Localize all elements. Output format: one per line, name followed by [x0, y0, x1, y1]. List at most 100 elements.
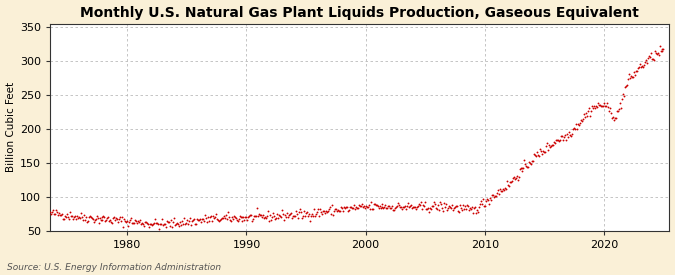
Point	[153, 222, 163, 227]
Point	[458, 207, 469, 211]
Point	[570, 122, 581, 127]
Point	[249, 214, 260, 218]
Point	[494, 187, 505, 192]
Point	[95, 217, 106, 222]
Point	[639, 59, 650, 64]
Point	[424, 210, 435, 214]
Point	[437, 208, 448, 213]
Point	[350, 204, 361, 209]
Point	[229, 214, 240, 219]
Point	[141, 220, 152, 224]
Point	[527, 159, 538, 163]
Point	[199, 213, 210, 217]
Point	[255, 212, 266, 217]
Point	[109, 214, 120, 219]
Point	[239, 218, 250, 222]
Point	[53, 213, 63, 217]
Point	[606, 116, 617, 120]
Point	[83, 215, 94, 219]
Point	[313, 207, 323, 211]
Point	[269, 214, 279, 218]
Point	[380, 203, 391, 207]
Point	[270, 216, 281, 221]
Point	[312, 210, 323, 214]
Point	[630, 69, 641, 73]
Point	[622, 82, 632, 87]
Point	[352, 206, 363, 210]
Point	[389, 208, 400, 212]
Point	[281, 215, 292, 219]
Point	[616, 105, 626, 110]
Point	[49, 212, 59, 216]
Point	[209, 215, 219, 220]
Point	[265, 212, 275, 217]
Point	[298, 209, 309, 213]
Point	[232, 219, 243, 224]
Point	[92, 215, 103, 220]
Point	[218, 214, 229, 219]
Point	[70, 217, 81, 221]
Point	[589, 104, 599, 108]
Point	[212, 218, 223, 222]
Point	[105, 218, 116, 222]
Point	[275, 213, 286, 218]
Point	[375, 205, 386, 210]
Point	[367, 207, 378, 211]
Point	[241, 215, 252, 220]
Point	[369, 202, 380, 207]
Point	[379, 205, 390, 209]
Point	[637, 64, 647, 68]
Point	[475, 199, 486, 203]
Point	[81, 220, 92, 224]
Point	[184, 219, 194, 223]
Point	[517, 166, 528, 170]
Point	[368, 201, 379, 206]
Point	[103, 215, 114, 219]
Point	[244, 214, 255, 218]
Point	[481, 199, 491, 203]
Point	[119, 216, 130, 221]
Point	[516, 169, 527, 174]
Point	[285, 212, 296, 216]
Point	[124, 219, 135, 224]
Point	[228, 214, 239, 218]
Point	[107, 220, 118, 225]
Point	[414, 201, 425, 206]
Point	[586, 109, 597, 113]
Text: Source: U.S. Energy Information Administration: Source: U.S. Energy Information Administ…	[7, 263, 221, 272]
Point	[548, 143, 559, 147]
Point	[104, 218, 115, 223]
Point	[273, 215, 284, 220]
Point	[595, 104, 606, 108]
Point	[267, 215, 277, 219]
Point	[137, 221, 148, 226]
Point	[538, 149, 549, 153]
Point	[382, 206, 393, 210]
Point	[435, 202, 446, 206]
Point	[57, 211, 68, 216]
Point	[130, 218, 140, 222]
Point	[597, 103, 608, 108]
Point	[413, 204, 424, 208]
Point	[632, 66, 643, 70]
Point	[411, 207, 422, 211]
Point	[372, 204, 383, 208]
Point	[427, 204, 437, 208]
Point	[513, 175, 524, 180]
Point	[439, 205, 450, 209]
Point	[544, 142, 555, 147]
Point	[306, 212, 317, 216]
Point	[292, 211, 302, 216]
Point	[115, 214, 126, 219]
Point	[415, 202, 426, 207]
Point	[108, 216, 119, 220]
Point	[381, 205, 392, 210]
Point	[546, 143, 557, 148]
Point	[221, 217, 232, 221]
Point	[250, 214, 261, 218]
Point	[507, 176, 518, 181]
Point	[283, 215, 294, 219]
Point	[171, 222, 182, 227]
Point	[405, 204, 416, 208]
Point	[148, 222, 159, 226]
